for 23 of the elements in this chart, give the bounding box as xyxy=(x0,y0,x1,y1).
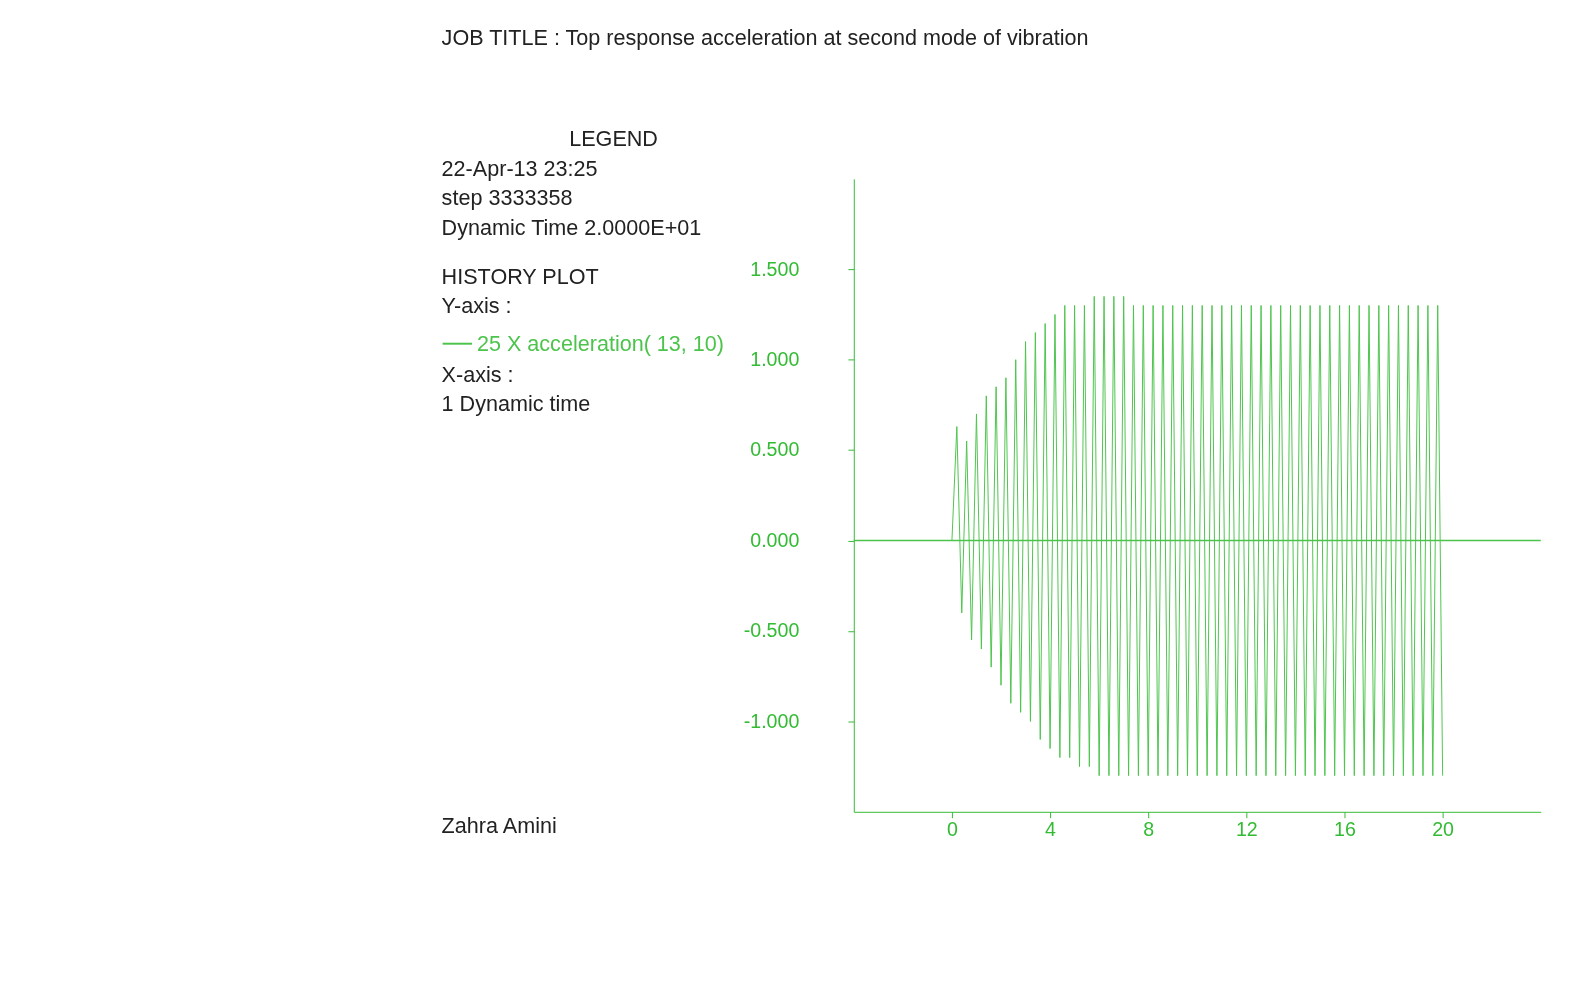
text: 1 Dynamic time xyxy=(441,391,591,417)
y-tick-label: -0.500 xyxy=(743,619,800,642)
text: LEGEND xyxy=(569,126,658,152)
y-tick-label: 1.000 xyxy=(750,348,800,371)
x-tick-label: 4 xyxy=(1045,817,1057,840)
x-tick-label: 0 xyxy=(946,817,958,840)
x-tick-label: 20 xyxy=(1432,817,1455,840)
y-tick-label: 0.000 xyxy=(750,528,800,551)
x-tick-label: 8 xyxy=(1143,817,1155,840)
text: HISTORY PLOT xyxy=(441,263,599,289)
text: step 3333358 xyxy=(441,185,573,211)
chart-title: JOB TITLE : Top response acceleration at second mode of vibration xyxy=(441,25,1089,51)
x-tick-label: 12 xyxy=(1235,817,1258,840)
text: Dynamic Time 2.0000E+01 xyxy=(441,214,702,240)
text: Zahra Amini xyxy=(441,813,557,839)
legend-label: 25 X acceleration( 13, 10) xyxy=(476,330,725,356)
text: 22-Apr-13 23:25 xyxy=(441,155,598,181)
y-tick-label: 0.500 xyxy=(750,438,800,461)
text: Y-axis : xyxy=(441,293,512,319)
text: X-axis : xyxy=(441,361,514,387)
y-tick-label: -1.000 xyxy=(743,709,800,732)
x-tick-label: 16 xyxy=(1334,817,1356,840)
y-tick-label: 1.500 xyxy=(750,257,800,280)
